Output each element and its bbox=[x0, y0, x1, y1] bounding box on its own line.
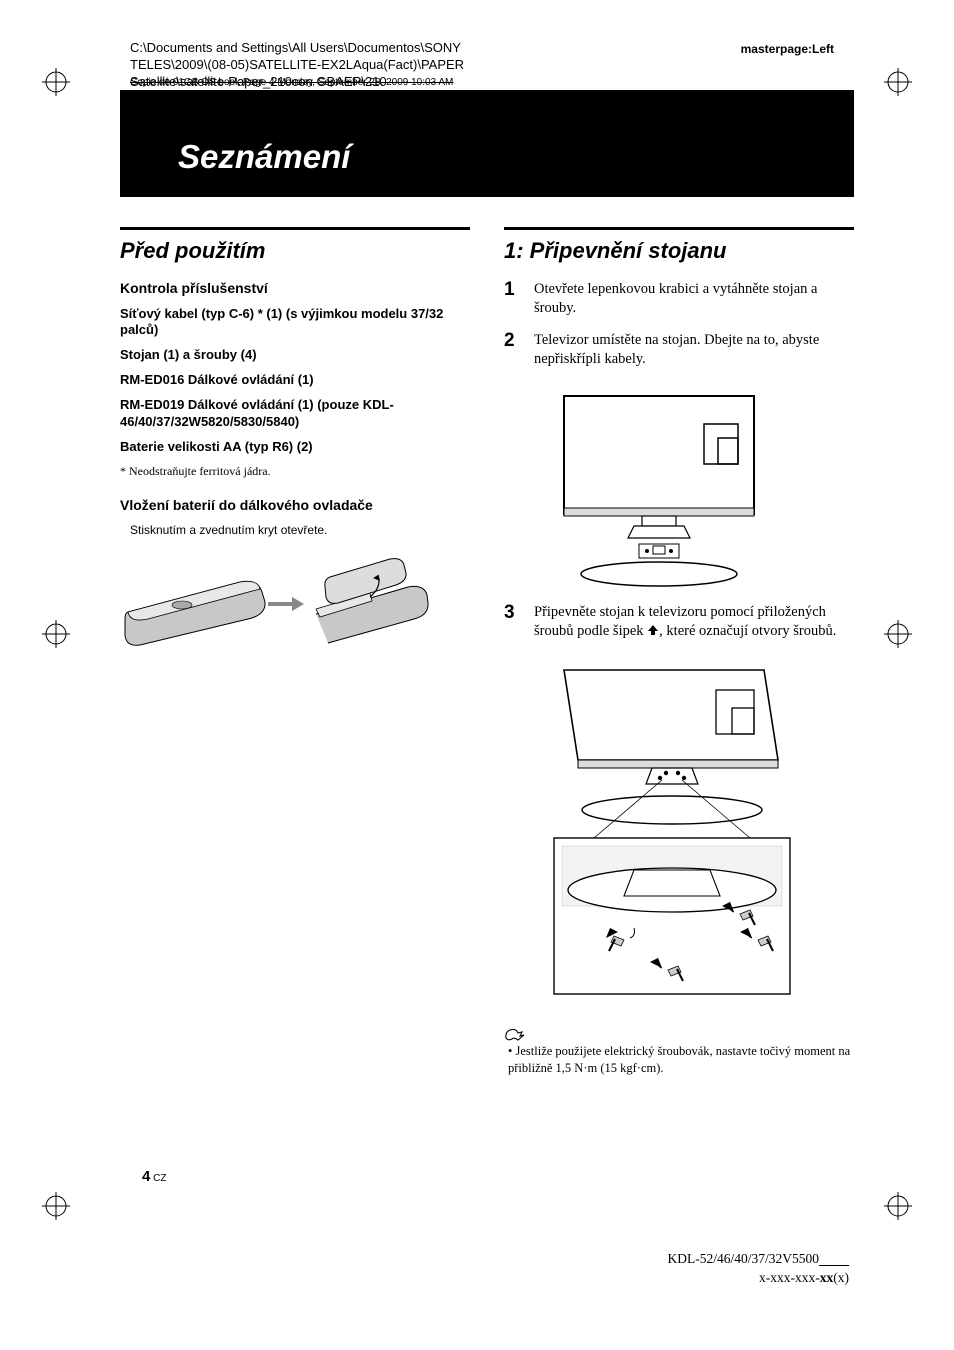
divider bbox=[504, 227, 854, 230]
step-text: Televizor umístěte na stojan. Dbejte na … bbox=[534, 331, 854, 370]
step-text-part: , které označují otvory šroubů. bbox=[659, 623, 836, 639]
path-line: TELES\2009\(08-05)SATELLITE-EX2LAqua(Fac… bbox=[130, 57, 854, 74]
subsection-title: Vložení baterií do dálkového ovladače bbox=[120, 497, 470, 513]
step-text: Připevněte stojan k televizoru pomocí př… bbox=[534, 603, 854, 642]
spec-item: RM-ED016 Dálkové ovládání (1) bbox=[120, 372, 470, 389]
crop-mark bbox=[884, 1192, 912, 1220]
footer-code-tail: (x) bbox=[833, 1270, 849, 1285]
spec-item: Baterie velikosti AA (typ R6) (2) bbox=[120, 439, 470, 456]
tv-on-stand-figure bbox=[534, 388, 784, 588]
crop-mark bbox=[42, 620, 70, 648]
subsection-title: Kontrola příslušenství bbox=[120, 280, 470, 296]
crop-mark bbox=[42, 1192, 70, 1220]
section-title: 1: Připevnění stojanu bbox=[504, 238, 854, 264]
masterpage-label: masterpage:Left bbox=[741, 42, 834, 56]
page-number-suffix: CZ bbox=[150, 1173, 166, 1184]
step-text: Otevřete lepenkovou krabici a vytáhněte … bbox=[534, 280, 854, 319]
spec-item: Síťový kabel (typ C-6) * (1) (s výjimkou… bbox=[120, 306, 470, 340]
note-text: • Jestliže použijete elektrický šroubová… bbox=[508, 1043, 854, 1077]
crop-mark bbox=[884, 620, 912, 648]
crop-mark bbox=[42, 68, 70, 96]
section-title: Před použitím bbox=[120, 238, 470, 264]
left-column: Před použitím Kontrola příslušenství Síť… bbox=[120, 227, 470, 1077]
step-item: 2 Televizor umístěte na stojan. Dbejte n… bbox=[504, 331, 854, 370]
spec-item: Stojan (1) a šrouby (4) bbox=[120, 347, 470, 364]
step-item: 3 Připevněte stojan k televizoru pomocí … bbox=[504, 603, 854, 642]
step-item: 1 Otevřete lepenkovou krabici a vytáhnět… bbox=[504, 280, 854, 319]
page-number: 4 CZ bbox=[142, 1168, 166, 1185]
spec-item: RM-ED019 Dálkové ovládání (1) (pouze KDL… bbox=[120, 397, 470, 431]
footer-info: KDL-52/46/40/37/32V5500 x-xxx-xxx-xx(x) bbox=[668, 1250, 850, 1288]
note-block: • Jestliže použijete elektrický šroubová… bbox=[504, 1025, 854, 1077]
footnote: * Neodstraňujte ferritová jádra. bbox=[120, 464, 470, 479]
path-line: EX2L(DE,FR,IT,CZ,SK,TR)\03CZ_satellite\0… bbox=[130, 91, 854, 108]
step-number: 3 bbox=[504, 603, 520, 642]
right-column: 1: Připevnění stojanu 1 Otevřete lepenko… bbox=[504, 227, 854, 1077]
path-overlay: Copia de 01GB OS book Page 4 Monday, Sep… bbox=[130, 76, 453, 89]
tv-screw-figure bbox=[534, 660, 804, 1000]
crop-mark bbox=[884, 68, 912, 96]
chapter-title: Seznámení bbox=[178, 138, 350, 176]
arrow-up-icon bbox=[647, 624, 659, 636]
footer-code-bold: xx bbox=[820, 1270, 834, 1285]
divider bbox=[120, 227, 470, 230]
note-icon bbox=[504, 1027, 526, 1041]
note-content: Jestliže použijete elektrický šroubovák,… bbox=[508, 1044, 850, 1075]
figure-caption: Stisknutím a zvednutím kryt otevřete. bbox=[130, 523, 470, 537]
step-number: 2 bbox=[504, 331, 520, 370]
remote-battery-figure bbox=[120, 547, 430, 647]
step-number: 1 bbox=[504, 280, 520, 319]
footer-code: x-xxx-xxx- bbox=[759, 1270, 820, 1285]
footer-model: KDL-52/46/40/37/32V5500 bbox=[668, 1251, 820, 1266]
